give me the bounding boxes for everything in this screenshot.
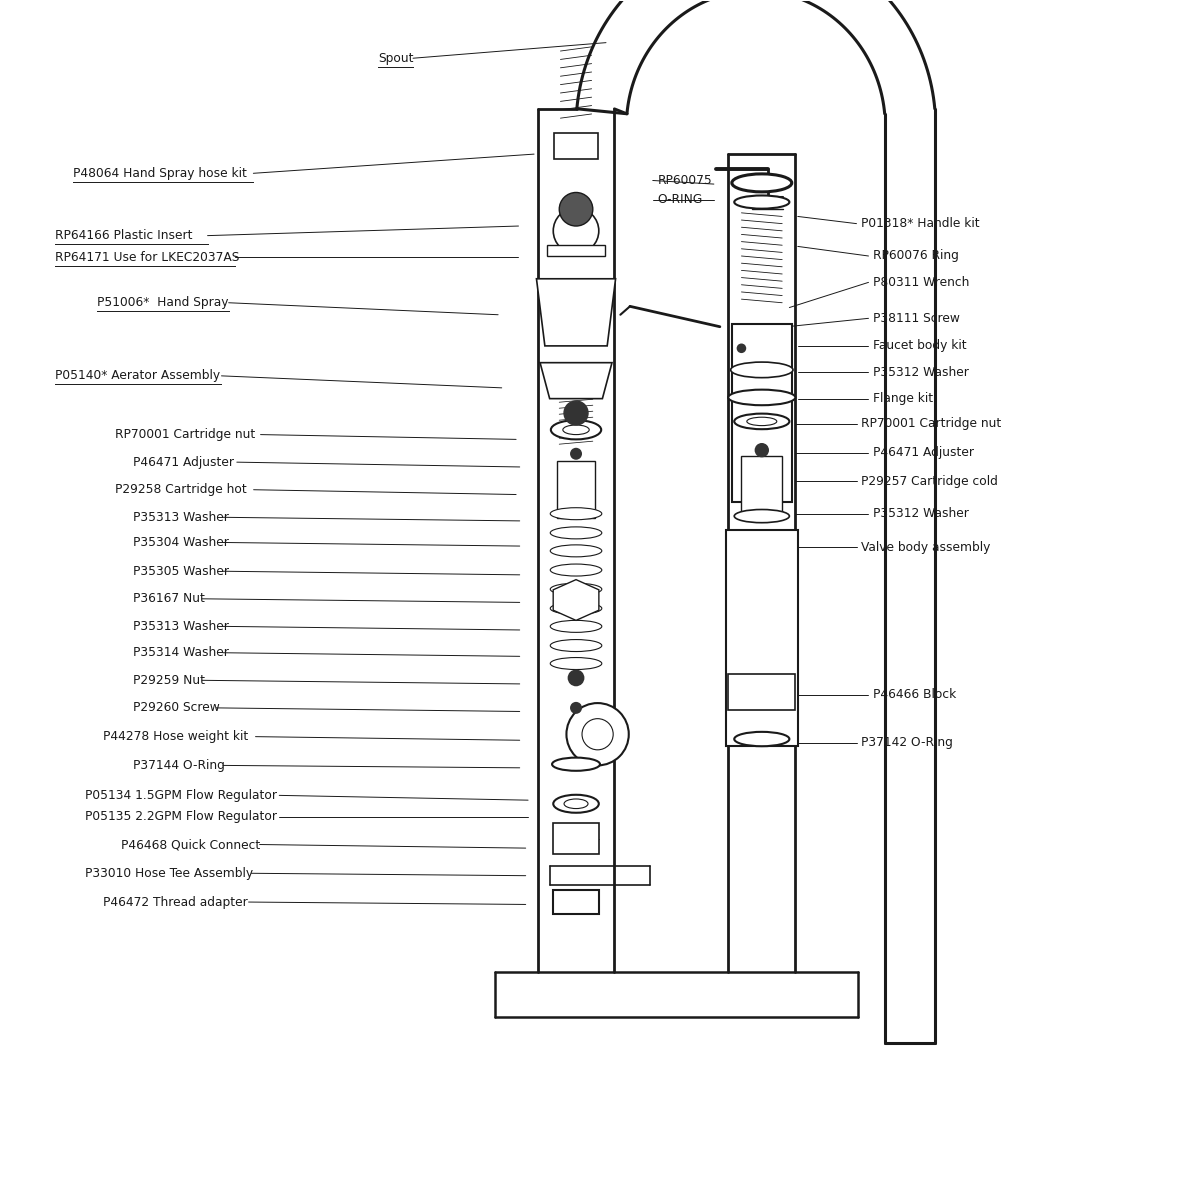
Text: P29260 Screw: P29260 Screw xyxy=(132,701,220,714)
Circle shape xyxy=(582,719,613,750)
Text: P46471 Adjuster: P46471 Adjuster xyxy=(132,456,234,469)
Text: P35305 Washer: P35305 Washer xyxy=(132,565,228,577)
Ellipse shape xyxy=(746,418,776,426)
Bar xyxy=(547,245,605,256)
Ellipse shape xyxy=(732,174,792,192)
Circle shape xyxy=(559,192,593,226)
Text: Valve body assembly: Valve body assembly xyxy=(862,541,991,553)
Text: RP64171 Use for LKEC2037AS: RP64171 Use for LKEC2037AS xyxy=(55,251,239,264)
Text: P35312 Washer: P35312 Washer xyxy=(874,366,970,379)
Bar xyxy=(557,461,595,518)
Text: P35313 Washer: P35313 Washer xyxy=(132,620,228,632)
Text: P35304 Washer: P35304 Washer xyxy=(132,536,228,548)
Ellipse shape xyxy=(734,414,790,430)
Bar xyxy=(728,674,796,710)
Ellipse shape xyxy=(551,545,601,557)
Ellipse shape xyxy=(734,510,790,523)
Text: P48064 Hand Spray hose kit: P48064 Hand Spray hose kit xyxy=(73,167,246,180)
Bar xyxy=(554,132,598,158)
Text: P35313 Washer: P35313 Washer xyxy=(132,511,228,523)
Ellipse shape xyxy=(728,390,796,406)
Circle shape xyxy=(755,443,769,457)
Text: P29257 Cartridge cold: P29257 Cartridge cold xyxy=(862,475,998,488)
Text: RP60076 Ring: RP60076 Ring xyxy=(874,250,959,263)
Text: P01318* Handle kit: P01318* Handle kit xyxy=(862,217,980,230)
Text: P05135 2.2GPM Flow Regulator: P05135 2.2GPM Flow Regulator xyxy=(84,810,276,823)
Text: RP70001 Cartridge nut: RP70001 Cartridge nut xyxy=(862,418,1002,431)
Ellipse shape xyxy=(551,602,601,614)
Text: P46468 Quick Connect: P46468 Quick Connect xyxy=(120,838,260,851)
Text: P46472 Thread adapter: P46472 Thread adapter xyxy=(102,895,247,908)
Ellipse shape xyxy=(551,658,601,670)
Ellipse shape xyxy=(563,425,589,434)
Text: P37144 O-Ring: P37144 O-Ring xyxy=(132,758,224,772)
Ellipse shape xyxy=(551,420,601,439)
Ellipse shape xyxy=(551,620,601,632)
Text: P80311 Wrench: P80311 Wrench xyxy=(874,276,970,289)
Ellipse shape xyxy=(552,757,600,770)
Text: P29259 Nut: P29259 Nut xyxy=(132,674,204,686)
Text: P46466 Block: P46466 Block xyxy=(874,688,956,701)
Text: O-RING: O-RING xyxy=(658,193,703,206)
Ellipse shape xyxy=(551,508,601,520)
Text: P35312 Washer: P35312 Washer xyxy=(874,508,970,521)
Circle shape xyxy=(564,401,588,425)
Ellipse shape xyxy=(734,732,790,746)
Text: P44278 Hose weight kit: P44278 Hose weight kit xyxy=(102,730,248,743)
Circle shape xyxy=(566,703,629,766)
Ellipse shape xyxy=(551,583,601,595)
Text: P05134 1.5GPM Flow Regulator: P05134 1.5GPM Flow Regulator xyxy=(84,788,276,802)
Text: P35314 Washer: P35314 Washer xyxy=(132,647,228,659)
Ellipse shape xyxy=(734,196,790,209)
Text: P38111 Screw: P38111 Screw xyxy=(874,312,960,325)
Bar xyxy=(553,823,599,854)
Bar xyxy=(553,890,599,914)
Text: RP64166 Plastic Insert: RP64166 Plastic Insert xyxy=(55,229,192,242)
Polygon shape xyxy=(553,580,599,620)
Text: Spout: Spout xyxy=(378,52,414,65)
Text: RP60075: RP60075 xyxy=(658,174,713,187)
Circle shape xyxy=(570,702,582,714)
Ellipse shape xyxy=(731,362,793,378)
Bar xyxy=(732,324,792,502)
Text: P37142 O-Ring: P37142 O-Ring xyxy=(862,736,953,749)
Circle shape xyxy=(737,343,746,353)
Text: P46471 Adjuster: P46471 Adjuster xyxy=(874,446,974,460)
Bar xyxy=(742,456,782,514)
Ellipse shape xyxy=(551,527,601,539)
Ellipse shape xyxy=(551,640,601,652)
Text: P29258 Cartridge hot: P29258 Cartridge hot xyxy=(114,484,246,497)
Text: P33010 Hose Tee Assembly: P33010 Hose Tee Assembly xyxy=(84,866,253,880)
Circle shape xyxy=(570,448,582,460)
Circle shape xyxy=(568,670,584,686)
Polygon shape xyxy=(540,362,612,398)
Text: P51006*  Hand Spray: P51006* Hand Spray xyxy=(96,296,228,310)
Circle shape xyxy=(553,208,599,253)
Text: P36167 Nut: P36167 Nut xyxy=(132,593,204,605)
Ellipse shape xyxy=(564,799,588,809)
Polygon shape xyxy=(536,278,616,346)
Text: Faucet body kit: Faucet body kit xyxy=(874,340,967,353)
Ellipse shape xyxy=(551,564,601,576)
Text: Flange kit: Flange kit xyxy=(874,392,934,406)
Bar xyxy=(726,530,798,746)
Text: P05140* Aerator Assembly: P05140* Aerator Assembly xyxy=(55,370,220,383)
Ellipse shape xyxy=(553,794,599,812)
Text: RP70001 Cartridge nut: RP70001 Cartridge nut xyxy=(114,428,254,442)
